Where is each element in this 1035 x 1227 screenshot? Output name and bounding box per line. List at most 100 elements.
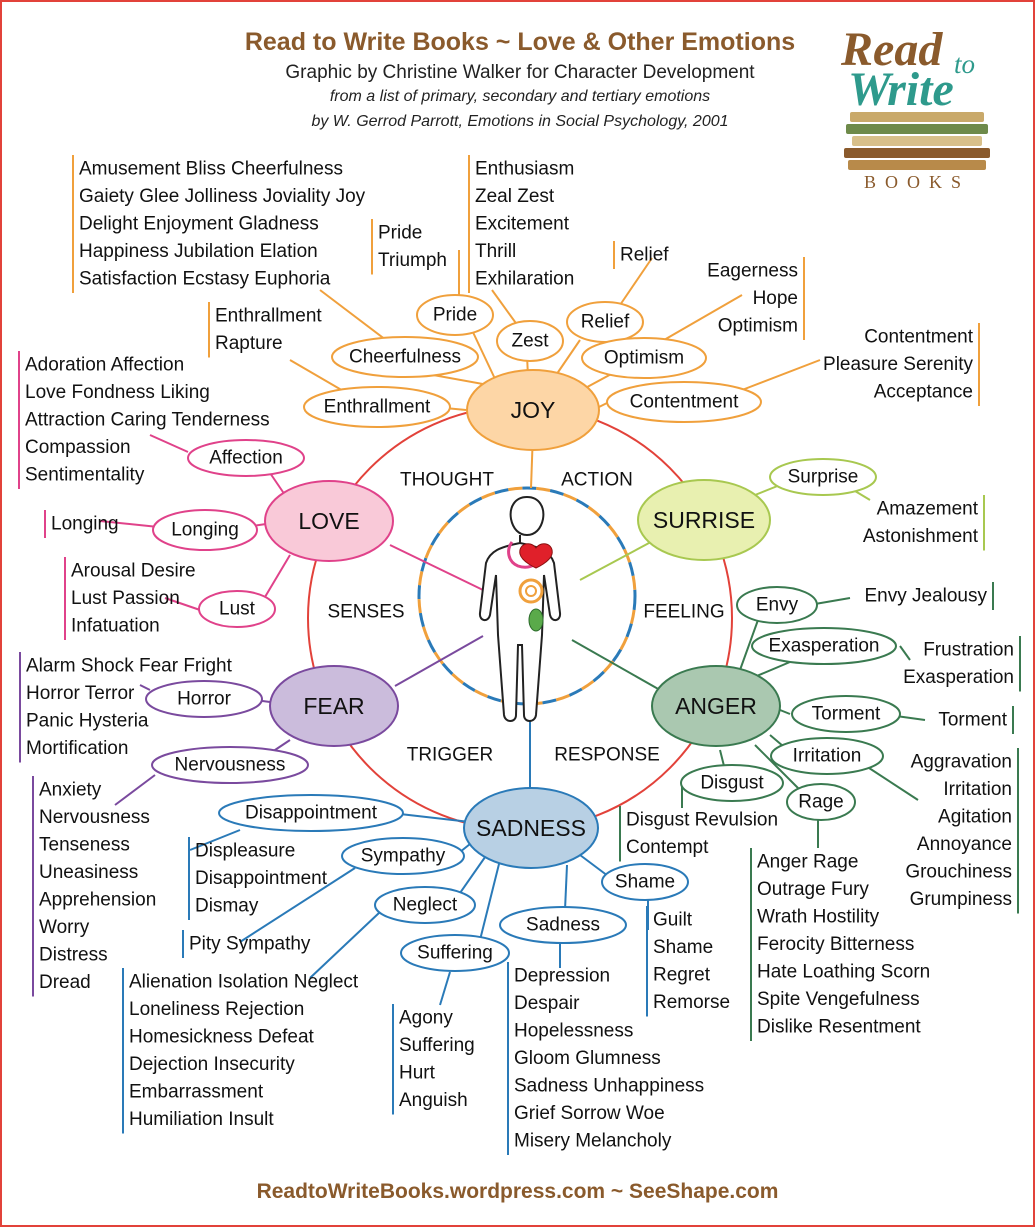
cheerfulness-list-item: Happiness Jubilation Elation <box>79 241 318 262</box>
irritation-label: Irritation <box>793 746 862 767</box>
connector-line <box>663 294 743 341</box>
human-figure-icon <box>478 495 562 722</box>
affection-list-item: Compassion <box>25 437 131 458</box>
cheerfulness-list-item: Satisfaction Ecstasy Euphoria <box>79 269 331 290</box>
connector-line <box>139 684 151 691</box>
connector-line <box>899 645 911 661</box>
pride-list-item: Triumph <box>378 250 447 271</box>
exasperation-list-item: Exasperation <box>903 667 1014 688</box>
connector-line <box>779 709 791 715</box>
connector-line <box>754 744 801 791</box>
rage-list-item: Anger Rage <box>757 852 858 873</box>
neglect-list-item: Humiliation Insult <box>129 1109 274 1130</box>
connector-line <box>470 327 497 382</box>
cheerfulness-list-item: Gaiety Glee Jolliness Joviality Joy <box>79 186 366 207</box>
disappointment-bubble <box>218 794 404 832</box>
logo-write-text: Write <box>848 63 954 116</box>
cheerfulness-list-item: Delight Enjoyment Gladness <box>79 214 319 235</box>
horror-list-item: Horror Terror <box>26 683 135 704</box>
logo-to-text: to <box>954 49 976 79</box>
connector-line <box>439 971 451 1006</box>
connector-line <box>399 813 471 823</box>
anger-body-connector <box>571 639 661 691</box>
torment-list-item: Torment <box>938 710 1007 731</box>
affection-list-item: Love Fondness Liking <box>25 382 210 403</box>
exasperation-list-item: Frustration <box>923 640 1014 661</box>
nervousness-label: Nervousness <box>175 755 286 776</box>
optimism-label: Optimism <box>604 348 684 369</box>
leaf-icon <box>528 608 544 632</box>
shame-list-item: Regret <box>653 965 711 986</box>
love-hub-label: LOVE <box>298 508 359 534</box>
sadness-list-item: Misery Melancholy <box>514 1131 672 1152</box>
neglect-list-item: Dejection Insecurity <box>129 1054 295 1075</box>
lust-bubble <box>198 590 276 628</box>
surprise-list-item: Astonishment <box>863 526 979 547</box>
nervousness-list-item: Worry <box>39 917 90 938</box>
irritation-list-item: Grumpiness <box>910 889 1012 910</box>
optimism-list-item: Optimism <box>718 316 798 337</box>
suffering-list-item: Anguish <box>399 1090 468 1111</box>
enthrallment-bubble <box>303 386 451 428</box>
quadrant-feeling: FEELING <box>643 602 724 623</box>
connector-line <box>479 859 501 941</box>
rage-list-item: Ferocity Bitterness <box>757 934 914 955</box>
torment-bubble <box>791 695 901 733</box>
irritation-list-item: Grouchiness <box>905 862 1012 883</box>
neglect-list-item: Homesickness Defeat <box>129 1027 315 1048</box>
neglect-list-item: Loneliness Rejection <box>129 999 304 1020</box>
connector-line <box>189 829 241 851</box>
zest-label: Zest <box>512 331 550 352</box>
envy-list-item: Envy Jealousy <box>864 586 987 607</box>
relief-label: Relief <box>581 312 630 333</box>
connector-line <box>739 619 759 671</box>
lust-list-item: Arousal Desire <box>71 561 196 582</box>
contentment-list-item: Contentment <box>864 327 974 348</box>
rage-list-item: Outrage Fury <box>757 879 869 900</box>
connector-line <box>164 597 201 611</box>
connector-line <box>617 257 653 309</box>
connector-line <box>895 715 926 721</box>
connector-line <box>149 434 189 453</box>
irritation-list-item: Agitation <box>938 807 1012 828</box>
exasperation-label: Exasperation <box>769 636 880 657</box>
footer-credits: ReadtoWriteBooks.wordpress.com ~ SeeShap… <box>256 1180 779 1203</box>
horror-list-item: Mortification <box>26 738 128 759</box>
neglect-list-item: Alienation Isolation Neglect <box>129 972 359 993</box>
zest-list-item: Thrill <box>475 241 516 262</box>
irritation-list-item: Aggravation <box>911 752 1012 773</box>
connector-line <box>865 765 919 801</box>
surprise-list-item: Amazement <box>877 499 979 520</box>
sadness-list-item: Despair <box>514 993 580 1014</box>
fear-hub-label: FEAR <box>303 693 364 719</box>
rage-bubble <box>786 783 856 821</box>
nervousness-list-item: Tenseness <box>39 835 130 856</box>
nervousness-list-item: Anxiety <box>39 780 102 801</box>
sadness-label: Sadness <box>526 915 600 936</box>
joy-hub-label: JOY <box>511 397 556 423</box>
quadrant-senses: SENSES <box>327 602 404 623</box>
sympathy-label: Sympathy <box>361 846 446 867</box>
surprise-label: Surprise <box>788 467 859 488</box>
rage-list-item: Dislike Resentment <box>757 1017 921 1038</box>
suffering-list-item: Suffering <box>399 1035 475 1056</box>
nervousness-list-item: Nervousness <box>39 807 150 828</box>
enthrallment-list-item: Rapture <box>215 333 283 354</box>
disappointment-list-item: Dismay <box>195 896 259 917</box>
connector-line <box>261 554 291 603</box>
suffering-label: Suffering <box>417 943 493 964</box>
poster-subtitle: Graphic by Christine Walker for Characte… <box>285 62 755 83</box>
read-to-write-books-logo: Read to Write BOOKS <box>836 22 998 197</box>
sadness-list-item: Hopelessness <box>514 1021 633 1042</box>
surprise-hub <box>637 479 771 561</box>
sadness-list-item: Gloom Glumness <box>514 1048 661 1069</box>
enthrallment-list-item: Enthrallment <box>215 306 322 327</box>
lust-list-item: Infatuation <box>71 616 160 637</box>
sympathy-list-item: Pity Sympathy <box>189 934 311 955</box>
neglect-bubble <box>374 886 476 924</box>
shame-list-item: Guilt <box>653 910 693 931</box>
exasperation-bubble <box>751 627 897 665</box>
irritation-bubble <box>770 737 884 775</box>
